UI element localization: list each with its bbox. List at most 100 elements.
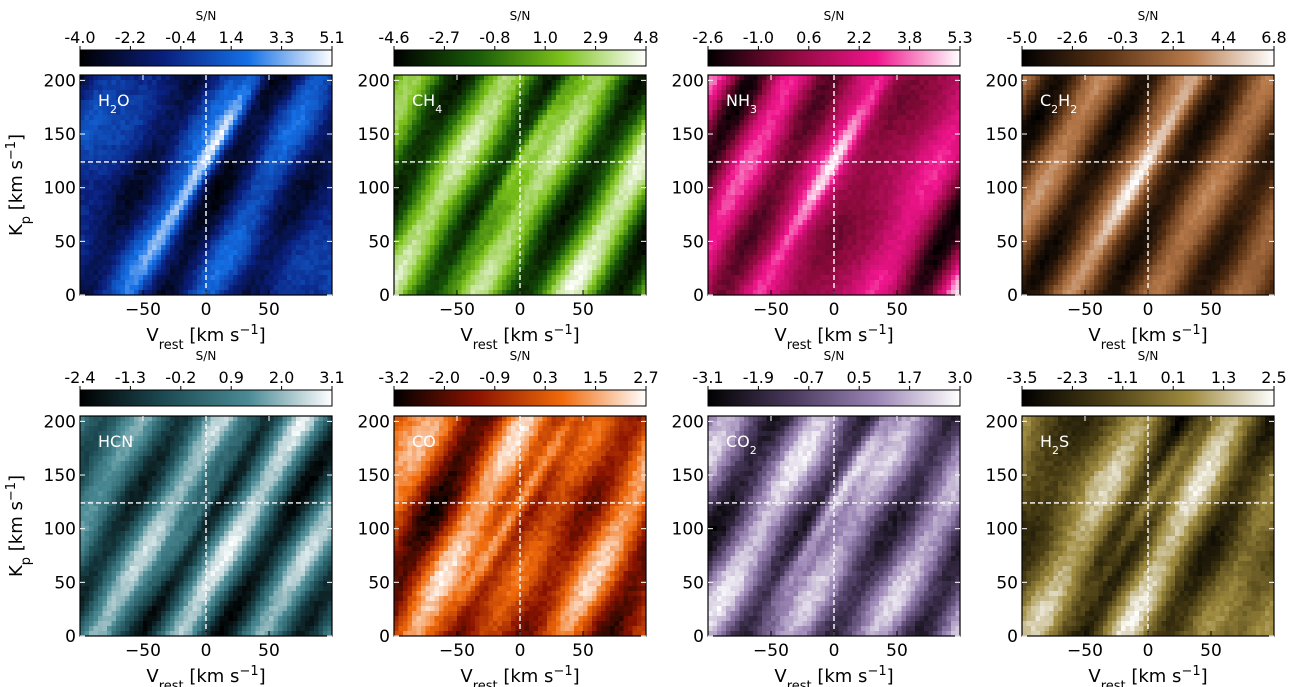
y-tick-label: 100 [358, 520, 390, 540]
y-tick-label: 100 [44, 520, 76, 540]
x-tick-label: 0 [515, 641, 526, 661]
colorbar-label: S/N [510, 349, 531, 363]
y-tick-label: 0 [1007, 627, 1018, 647]
y-tick-label: 150 [358, 466, 390, 486]
colorbar-tick-label: -1.1 [1107, 368, 1138, 387]
y-tick-label: 50 [682, 232, 704, 252]
x-tick-label: 50 [258, 641, 280, 661]
heatmap [80, 416, 332, 636]
colorbar-tick-label: 1.7 [897, 368, 922, 387]
colorbar-tick-label: 2.0 [269, 368, 294, 387]
panel-nh3: S/N -2.6 -1.0 0.6 2.2 3.8 5.3 NH3 −50 0 50 0 50 100 15… [672, 9, 973, 353]
heatmap [1022, 75, 1274, 295]
colorbar-tick-label: 0.6 [796, 28, 821, 47]
species-label: H2O [98, 91, 130, 116]
colorbar-tick-label: -0.9 [479, 368, 510, 387]
colorbar-tick-label: 1.3 [1211, 368, 1236, 387]
x-tick-label: 50 [886, 641, 908, 661]
y-tick-label: 150 [672, 125, 704, 145]
panel-hcn: S/N -2.4 -1.3 -0.2 0.9 2.0 3.1 HCN −50 0 50 0 50 100 1… [4, 349, 345, 687]
y-tick-label: 200 [44, 71, 76, 91]
x-tick-label: −50 [125, 641, 161, 661]
colorbar-tick-label: -4.0 [64, 28, 95, 47]
colorbar-label: S/N [1138, 9, 1159, 23]
panel-co2: S/N -3.1 -1.9 -0.7 0.5 1.7 3.0 CO2 −50 0 50 0 50 100 1… [672, 349, 973, 687]
colorbar [1021, 49, 1275, 67]
y-axis-label: Kp [km s−1] [4, 475, 34, 577]
x-tick-label: 50 [258, 300, 280, 320]
colorbar-tick-label: 5.1 [319, 28, 344, 47]
colorbar-tick-label: 5.3 [947, 28, 972, 47]
species-label: CH4 [412, 91, 442, 116]
colorbar-tick-label: 3.8 [897, 28, 922, 47]
panel-c2h2: S/N -5.0 -2.6 -0.3 2.1 4.4 6.8 C2H2 −50 0 50 0 50 100… [986, 9, 1287, 353]
colorbar-tick-label: -1.3 [115, 368, 146, 387]
y-tick-label: 50 [996, 232, 1018, 252]
species-label: CO [412, 432, 436, 451]
x-axis-label: Vrest [km s−1] [146, 664, 265, 687]
colorbar-tick-label: -2.3 [1057, 368, 1088, 387]
panel-ch4: S/N -4.6 -2.7 -0.8 1.0 2.9 4.8 CH4 −50 0 50 0 50 100 1… [358, 9, 659, 353]
x-tick-label: −50 [1067, 300, 1103, 320]
colorbar-label: S/N [196, 9, 217, 23]
y-tick-label: 100 [44, 179, 76, 199]
panel-co: S/N -3.2 -2.0 -0.9 0.3 1.5 2.7 CO −50 0 50 0 50 100 15… [358, 349, 659, 687]
y-tick-label: 150 [358, 125, 390, 145]
colorbar-tick-label: 0.9 [218, 368, 243, 387]
y-tick-label: 150 [986, 125, 1018, 145]
x-tick-label: 0 [1143, 641, 1154, 661]
colorbar-tick-label: -2.6 [1057, 28, 1088, 47]
colorbar-tick-label: -3.1 [692, 368, 723, 387]
colorbar-tick-label: 3.3 [269, 28, 294, 47]
y-tick-label: 200 [358, 412, 390, 432]
y-axis-label: Kp [km s−1] [4, 134, 34, 236]
y-tick-label: 0 [65, 627, 76, 647]
x-tick-label: 50 [886, 300, 908, 320]
x-tick-label: −50 [125, 300, 161, 320]
x-axis-label: Vrest [km s−1] [1088, 664, 1207, 687]
colorbar-tick-label: -2.0 [429, 368, 460, 387]
colorbar-tick-label: 6.8 [1261, 28, 1286, 47]
colorbar-tick-label: 2.1 [1160, 28, 1185, 47]
x-tick-label: 50 [572, 641, 594, 661]
y-tick-label: 200 [986, 412, 1018, 432]
colorbar-tick-label: 2.7 [633, 368, 658, 387]
y-tick-label: 200 [672, 412, 704, 432]
x-tick-label: −50 [439, 641, 475, 661]
y-tick-label: 50 [368, 232, 390, 252]
y-tick-label: 0 [693, 627, 704, 647]
x-tick-label: 0 [1143, 300, 1154, 320]
panel-h2s: S/N -3.5 -2.3 -1.1 0.1 1.3 2.5 H2S −50 0 50 0 50 100 1… [986, 349, 1287, 687]
y-tick-label: 100 [358, 179, 390, 199]
colorbar-tick-label: -2.6 [692, 28, 723, 47]
y-tick-label: 100 [986, 179, 1018, 199]
y-tick-label: 100 [672, 520, 704, 540]
x-axis-label: Vrest [km s−1] [774, 664, 893, 687]
y-tick-label: 50 [54, 573, 76, 593]
colorbar-tick-label: -2.4 [64, 368, 95, 387]
colorbar-label: S/N [824, 349, 845, 363]
colorbar [1021, 389, 1275, 407]
y-tick-label: 50 [368, 573, 390, 593]
colorbar-tick-label: -1.9 [743, 368, 774, 387]
colorbar-tick-label: 1.4 [218, 28, 243, 47]
colorbar-tick-label: 0.5 [846, 368, 871, 387]
colorbar [707, 389, 961, 407]
colorbar-tick-label: -2.7 [429, 28, 460, 47]
x-tick-label: 50 [1200, 641, 1222, 661]
colorbar-tick-label: 3.1 [319, 368, 344, 387]
colorbar-tick-label: -3.2 [378, 368, 409, 387]
heatmap [708, 416, 960, 636]
x-axis-label: Vrest [km s−1] [460, 664, 579, 687]
species-label: NH3 [726, 91, 757, 116]
y-tick-label: 150 [44, 125, 76, 145]
x-axis-label: Vrest [km s−1] [1088, 323, 1207, 353]
colorbar-tick-label: 1.5 [583, 368, 608, 387]
colorbar-label: S/N [1138, 349, 1159, 363]
y-tick-label: 200 [986, 71, 1018, 91]
y-tick-label: 200 [672, 71, 704, 91]
y-tick-label: 0 [1007, 286, 1018, 306]
y-tick-label: 50 [54, 232, 76, 252]
colorbar-tick-label: 4.8 [633, 28, 658, 47]
colorbar-tick-label: 4.4 [1211, 28, 1236, 47]
